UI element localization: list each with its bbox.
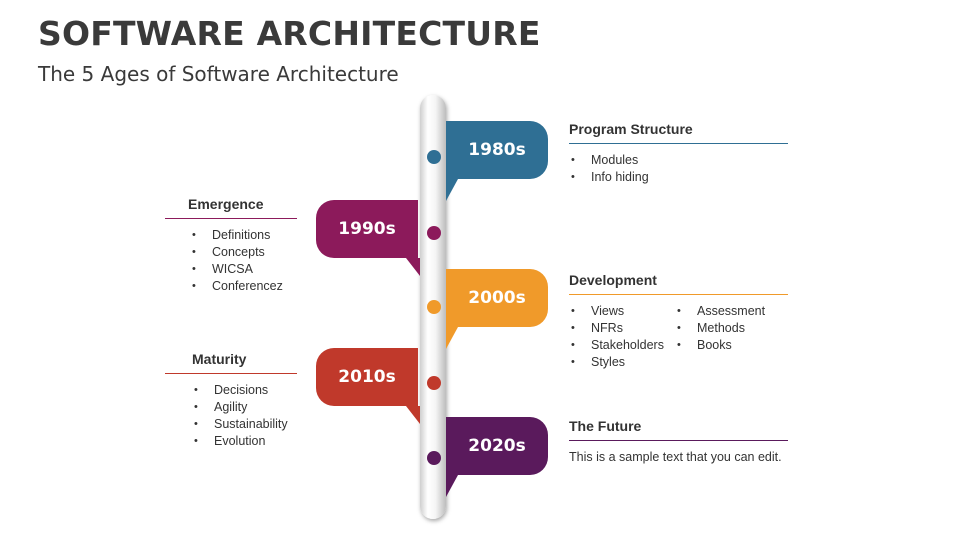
- section-rule: [569, 294, 788, 295]
- section-maturity: Maturity DecisionsAgilitySustainabilityE…: [165, 351, 297, 450]
- bullet-list: ModulesInfo hiding: [569, 152, 788, 186]
- list-item: Evolution: [192, 433, 297, 450]
- list-item: Definitions: [190, 227, 297, 244]
- section-rule: [165, 218, 297, 219]
- era-dot-1980s: [427, 150, 441, 164]
- slide-subtitle: The 5 Ages of Software Architecture: [38, 62, 399, 86]
- era-tail-1990s: [406, 258, 420, 276]
- list-item: NFRs: [569, 320, 675, 337]
- era-tag-2020s: 2020s: [446, 417, 548, 475]
- section-heading: Development: [569, 272, 657, 288]
- section-text: This is a sample text that you can edit.: [569, 450, 782, 464]
- section-heading: Program Structure: [569, 121, 693, 137]
- list-item: Decisions: [192, 382, 297, 399]
- list-item: Info hiding: [569, 169, 788, 186]
- section-rule: [165, 373, 297, 374]
- section-heading: The Future: [569, 418, 642, 434]
- section-heading: Maturity: [192, 351, 247, 367]
- bullet-list: DecisionsAgilitySustainabilityEvolution: [165, 382, 297, 450]
- list-item: Methods: [675, 320, 765, 337]
- list-item: Conferencez: [190, 278, 297, 295]
- bullet-list: DefinitionsConceptsWICSAConferencez: [165, 227, 297, 295]
- list-item: Modules: [569, 152, 788, 169]
- section-development: Development ViewsNFRsStakeholdersStyles …: [569, 272, 788, 371]
- list-item: Agility: [192, 399, 297, 416]
- era-dot-2020s: [427, 451, 441, 465]
- section-emergence: Emergence DefinitionsConceptsWICSAConfer…: [165, 196, 297, 295]
- era-label: 1990s: [338, 219, 396, 239]
- era-label: 2010s: [338, 367, 396, 387]
- list-item: WICSA: [190, 261, 297, 278]
- list-item: Stakeholders: [569, 337, 675, 354]
- bullet-list-col2: AssessmentMethodsBooks: [675, 303, 765, 371]
- era-dot-2010s: [427, 376, 441, 390]
- section-program-structure: Program Structure ModulesInfo hiding: [569, 121, 788, 186]
- era-label: 1980s: [468, 140, 526, 160]
- era-tail-2010s: [406, 406, 420, 424]
- list-item: Styles: [569, 354, 675, 371]
- bullet-list-col1: ViewsNFRsStakeholdersStyles: [569, 303, 675, 371]
- list-item: Views: [569, 303, 675, 320]
- list-item: Concepts: [190, 244, 297, 261]
- era-tag-2000s: 2000s: [446, 269, 548, 327]
- era-tag-2010s: 2010s: [316, 348, 418, 406]
- era-tail-2020s: [446, 475, 458, 497]
- era-dot-2000s: [427, 300, 441, 314]
- list-item: Sustainability: [192, 416, 297, 433]
- section-heading: Emergence: [188, 196, 264, 212]
- era-label: 2000s: [468, 288, 526, 308]
- slide-title: SOFTWARE ARCHITECTURE: [38, 14, 541, 53]
- section-the-future: The Future This is a sample text that yo…: [569, 418, 788, 464]
- section-rule: [569, 440, 788, 441]
- era-tag-1990s: 1990s: [316, 200, 418, 258]
- era-label: 2020s: [468, 436, 526, 456]
- list-item: Books: [675, 337, 765, 354]
- era-tail-2000s: [446, 327, 458, 349]
- era-tag-1980s: 1980s: [446, 121, 548, 179]
- list-item: Assessment: [675, 303, 765, 320]
- section-rule: [569, 143, 788, 144]
- era-tail-1980s: [446, 179, 458, 201]
- era-dot-1990s: [427, 226, 441, 240]
